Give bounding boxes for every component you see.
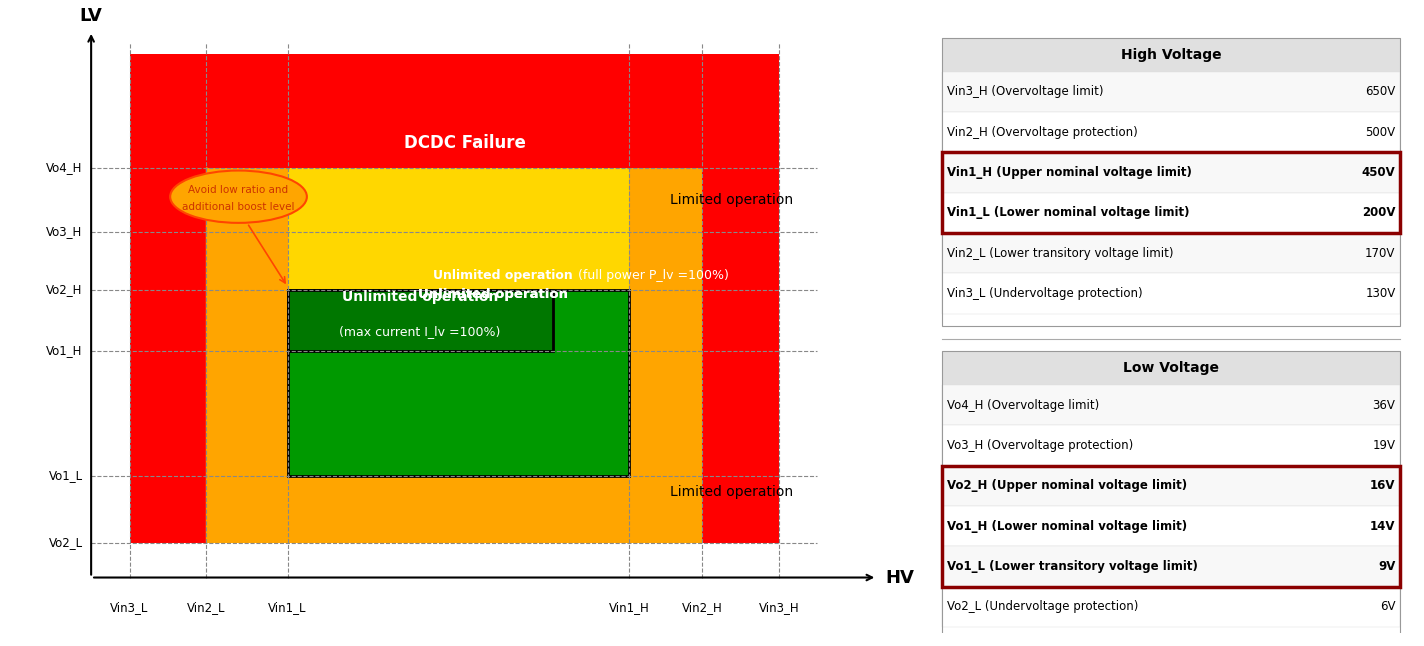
Text: Vo1_H (Lower nominal voltage limit): Vo1_H (Lower nominal voltage limit) bbox=[947, 519, 1188, 532]
Text: Vin2_H (Overvoltage protection): Vin2_H (Overvoltage protection) bbox=[947, 126, 1138, 139]
Text: Vo1_L (Lower transitory voltage limit): Vo1_L (Lower transitory voltage limit) bbox=[947, 560, 1198, 573]
Text: Vin1_L (Lower nominal voltage limit): Vin1_L (Lower nominal voltage limit) bbox=[947, 207, 1189, 220]
Text: Vo2_L (Undervoltage protection): Vo2_L (Undervoltage protection) bbox=[947, 600, 1138, 613]
Text: additional boost level: additional boost level bbox=[182, 202, 295, 212]
Text: Vo2_H: Vo2_H bbox=[46, 283, 83, 297]
Bar bbox=[943, 193, 1400, 233]
Bar bbox=[288, 289, 629, 475]
Text: 650V: 650V bbox=[1366, 85, 1396, 98]
Text: Vin2_H: Vin2_H bbox=[682, 601, 722, 614]
Text: Vo1_H: Vo1_H bbox=[46, 344, 83, 357]
Text: Vo4_H: Vo4_H bbox=[46, 161, 83, 174]
Text: (max current I_lv =100%): (max current I_lv =100%) bbox=[339, 326, 501, 339]
Text: Unlimited operation: Unlimited operation bbox=[417, 287, 568, 300]
Bar bbox=[943, 385, 1400, 425]
Text: Vin1_L: Vin1_L bbox=[268, 601, 308, 614]
Text: HV: HV bbox=[886, 568, 914, 587]
Text: Unlimited operation: Unlimited operation bbox=[417, 287, 568, 300]
Text: Vin1_H: Vin1_H bbox=[609, 601, 649, 614]
Bar bbox=[943, 152, 1400, 233]
Text: Vo1_L: Vo1_L bbox=[48, 469, 83, 483]
Bar bbox=[288, 289, 553, 351]
Bar bbox=[943, 466, 1400, 587]
Bar bbox=[943, 112, 1400, 152]
Bar bbox=[943, 587, 1400, 627]
Text: Unlimited operation: Unlimited operation bbox=[342, 290, 498, 304]
Bar bbox=[943, 233, 1400, 273]
Text: 14V: 14V bbox=[1370, 519, 1396, 532]
Text: 19V: 19V bbox=[1373, 439, 1396, 452]
Text: High Voltage: High Voltage bbox=[1121, 48, 1222, 62]
Text: 6V: 6V bbox=[1380, 600, 1396, 613]
Text: Vin3_H: Vin3_H bbox=[759, 601, 799, 614]
Text: Vo3_H: Vo3_H bbox=[47, 225, 83, 238]
Text: 200V: 200V bbox=[1361, 207, 1396, 220]
Text: Vin2_L: Vin2_L bbox=[187, 601, 226, 614]
Bar bbox=[288, 167, 629, 475]
Text: Vo2_H (Upper nominal voltage limit): Vo2_H (Upper nominal voltage limit) bbox=[947, 479, 1188, 492]
Text: Vo3_H (Overvoltage protection): Vo3_H (Overvoltage protection) bbox=[947, 439, 1134, 452]
Text: 9V: 9V bbox=[1378, 560, 1396, 573]
Text: (full power P_lv =100%): (full power P_lv =100%) bbox=[574, 269, 729, 282]
Bar bbox=[943, 351, 1400, 640]
Text: 16V: 16V bbox=[1370, 479, 1396, 492]
Bar bbox=[943, 351, 1400, 385]
Text: Limited operation: Limited operation bbox=[671, 193, 793, 207]
Text: DCDC Failure: DCDC Failure bbox=[404, 134, 525, 152]
Text: Limited operation: Limited operation bbox=[671, 484, 793, 499]
Ellipse shape bbox=[171, 171, 308, 223]
Text: Vo4_H (Overvoltage limit): Vo4_H (Overvoltage limit) bbox=[947, 399, 1099, 412]
Polygon shape bbox=[206, 167, 288, 543]
Text: 500V: 500V bbox=[1366, 126, 1396, 139]
Bar bbox=[943, 37, 1400, 326]
Bar bbox=[130, 54, 779, 543]
Text: Vin3_H (Overvoltage limit): Vin3_H (Overvoltage limit) bbox=[947, 85, 1104, 98]
Text: Vin2_L (Lower transitory voltage limit): Vin2_L (Lower transitory voltage limit) bbox=[947, 247, 1173, 260]
Text: Vin3_L (Undervoltage protection): Vin3_L (Undervoltage protection) bbox=[947, 287, 1142, 300]
Text: Vin1_H (Upper nominal voltage limit): Vin1_H (Upper nominal voltage limit) bbox=[947, 166, 1192, 179]
Text: Avoid low ratio and: Avoid low ratio and bbox=[188, 185, 289, 194]
Bar bbox=[206, 167, 702, 543]
Bar bbox=[943, 547, 1400, 587]
Text: Vin3_L: Vin3_L bbox=[111, 601, 148, 614]
Text: 36V: 36V bbox=[1373, 399, 1396, 412]
Text: 170V: 170V bbox=[1366, 247, 1396, 260]
Text: 450V: 450V bbox=[1361, 166, 1396, 179]
Text: Low Voltage: Low Voltage bbox=[1124, 361, 1219, 375]
Text: LV: LV bbox=[80, 7, 103, 25]
Bar bbox=[943, 506, 1400, 547]
Bar bbox=[943, 37, 1400, 72]
Bar bbox=[943, 273, 1400, 314]
Text: 130V: 130V bbox=[1366, 287, 1396, 300]
Bar bbox=[943, 466, 1400, 506]
Bar bbox=[943, 72, 1400, 112]
Text: Vo2_L: Vo2_L bbox=[48, 536, 83, 549]
Bar bbox=[943, 425, 1400, 466]
Bar bbox=[943, 152, 1400, 193]
Text: Unlimited operation: Unlimited operation bbox=[433, 269, 572, 282]
